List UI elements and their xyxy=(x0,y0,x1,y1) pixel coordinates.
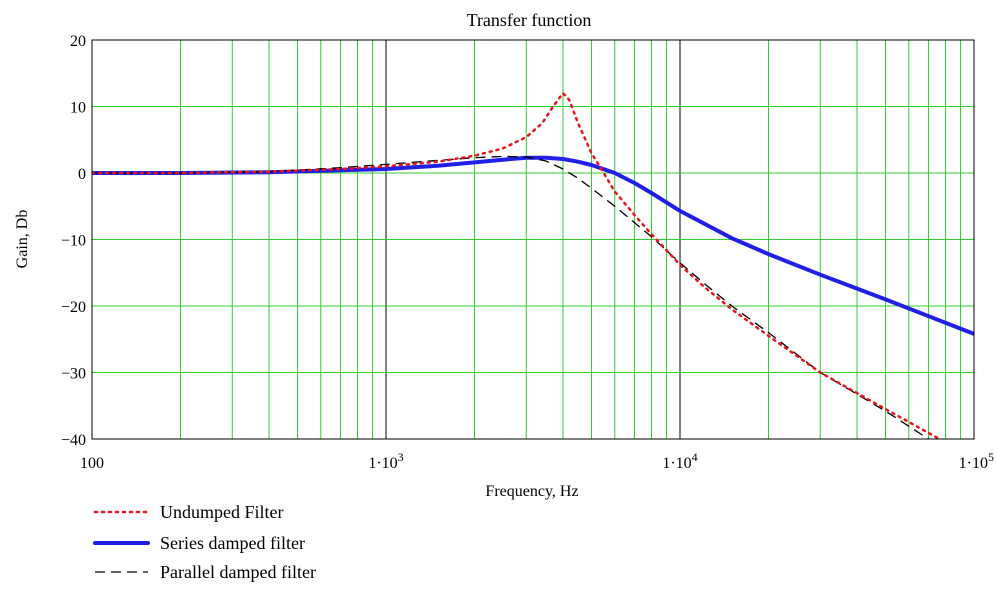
y-tick-labels: 20 10 0 −10 −20 −30 −40 xyxy=(61,33,86,449)
y-tick-label: −10 xyxy=(61,233,86,250)
x-tick-labels: 100 1·103 1·104 1·105 xyxy=(80,450,994,472)
y-tick-label: −20 xyxy=(61,299,86,316)
series-line-dashed xyxy=(92,155,929,439)
x-tick-label: 1·103 xyxy=(368,450,403,472)
legend: Undumped Filter Series damped filter Paral… xyxy=(93,502,316,582)
legend-label: Undumped Filter xyxy=(160,502,284,522)
x-tick-label: 1·105 xyxy=(959,450,994,472)
x-axis-title: Frequency, Hz xyxy=(485,483,578,500)
y-tick-label: −30 xyxy=(61,366,86,383)
series-line-dotted xyxy=(92,91,943,439)
y-tick-label: −40 xyxy=(61,432,86,449)
x-tick-label: 1·104 xyxy=(662,450,697,472)
y-tick-label: 0 xyxy=(78,166,86,183)
y-axis-title: Gain, Db xyxy=(14,210,31,269)
legend-label: Series damped filter xyxy=(160,533,305,553)
legend-label: Parallel damped filter xyxy=(160,562,316,582)
chart-title: Transfer function xyxy=(467,10,592,30)
series-lines xyxy=(92,91,974,439)
series-line-solid xyxy=(92,155,974,336)
plot-area-border xyxy=(91,39,975,440)
x-tick-label: 100 xyxy=(80,455,104,472)
y-tick-label: 20 xyxy=(70,33,86,50)
y-tick-label: 10 xyxy=(70,100,86,117)
grid xyxy=(92,40,974,439)
